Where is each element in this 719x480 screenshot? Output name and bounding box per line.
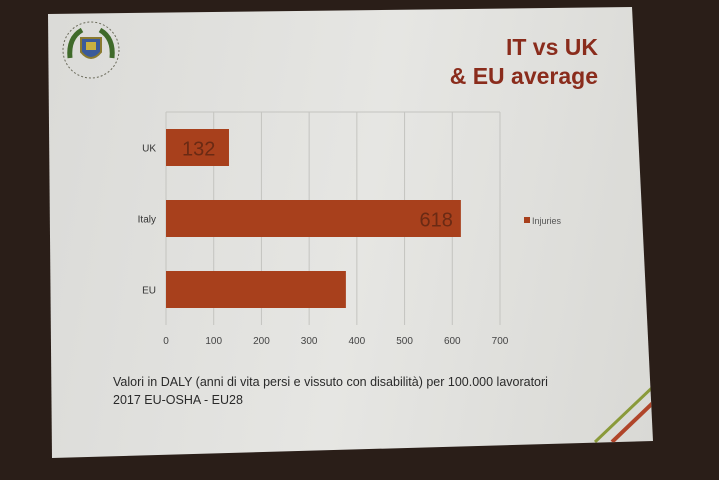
data-label: 618 xyxy=(419,210,452,232)
decorative-stripes xyxy=(593,380,653,444)
y-category-label: UK xyxy=(142,144,156,155)
y-category-label: Italy xyxy=(138,215,156,226)
legend-label: Injuries xyxy=(532,216,562,226)
bar-eu xyxy=(166,271,346,308)
ircot-logo xyxy=(62,21,120,79)
x-tick-label: 300 xyxy=(301,336,318,347)
slide-title-line1: IT vs UK xyxy=(505,34,598,60)
data-label: 132 xyxy=(182,139,215,161)
footer-source: 2017 EU-OSHA - EU28 xyxy=(113,393,243,407)
bar-italy xyxy=(166,200,461,237)
x-tick-label: 100 xyxy=(205,336,222,347)
x-tick-label: 500 xyxy=(396,336,413,347)
slide-title-line2: & EU average xyxy=(449,63,598,89)
x-tick-label: 0 xyxy=(163,336,169,347)
y-category-label: EU xyxy=(142,286,156,297)
bar-uk xyxy=(166,129,229,166)
legend-swatch xyxy=(524,217,530,223)
x-tick-label: 600 xyxy=(444,336,461,347)
x-tick-label: 400 xyxy=(349,336,366,347)
x-tick-label: 700 xyxy=(492,336,509,347)
footer-note: Valori in DALY (anni di vita persi e vis… xyxy=(113,375,548,389)
x-tick-label: 200 xyxy=(253,336,270,347)
